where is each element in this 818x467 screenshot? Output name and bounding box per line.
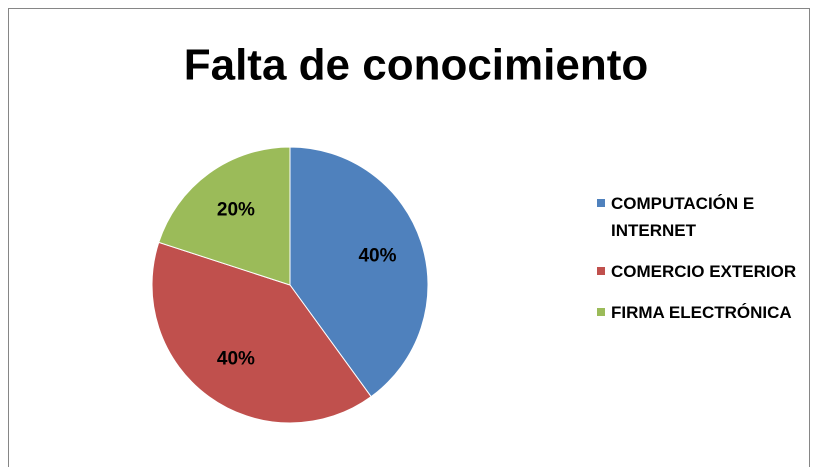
legend-label: FIRMA ELECTRÓNICA (611, 303, 792, 322)
data-label: 20% (217, 200, 255, 221)
legend-label: COMPUTACIÓN E INTERNET (611, 194, 755, 240)
pie-slice (151, 241, 372, 424)
data-label: 40% (358, 246, 396, 267)
pie-slice (158, 146, 291, 286)
legend-label: COMERCIO EXTERIOR (611, 262, 797, 281)
legend-swatch (597, 199, 605, 207)
data-label: 40% (217, 348, 255, 369)
legend-item: FIRMA ELECTRÓNICA (597, 299, 812, 326)
pie-slice (289, 146, 429, 398)
legend-item: COMERCIO EXTERIOR (597, 258, 812, 285)
legend: COMPUTACIÓN E INTERNET COMERCIO EXTERIOR F… (597, 190, 812, 340)
legend-swatch (597, 308, 605, 316)
chart-title: Falta de conocimiento (184, 41, 649, 90)
legend-swatch (597, 267, 605, 275)
legend-item: COMPUTACIÓN E INTERNET (597, 190, 812, 244)
